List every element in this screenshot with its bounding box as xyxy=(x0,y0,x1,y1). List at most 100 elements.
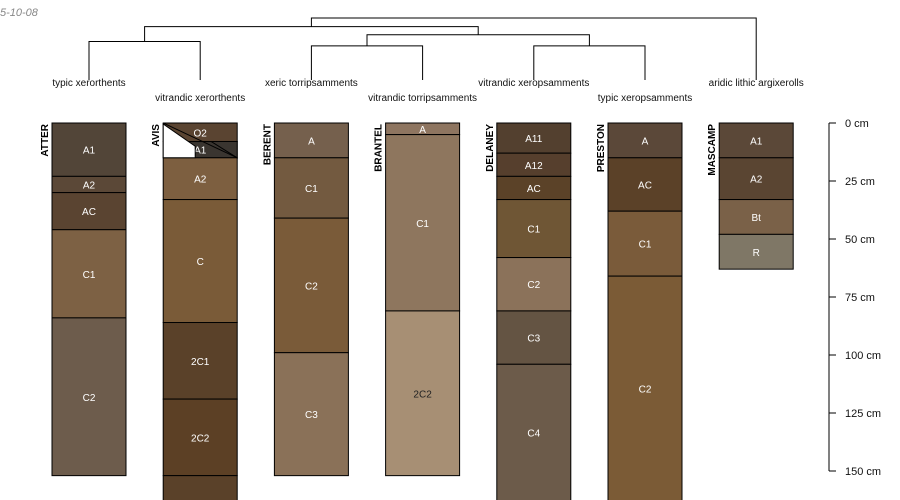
horizon-label: AC xyxy=(638,180,652,191)
horizon-preston-ac xyxy=(607,157,683,212)
horizon-label: A1 xyxy=(194,146,207,157)
depth-tick-label: 50 cm xyxy=(845,234,875,246)
horizon-brantel-c1 xyxy=(385,134,461,312)
horizon-label: AC xyxy=(527,184,541,195)
merge-delaney-preston xyxy=(533,45,646,80)
dendrogram-branch xyxy=(88,41,201,80)
horizon-atter-c1 xyxy=(51,229,127,319)
horizon-berent-c2 xyxy=(273,217,349,354)
horizon-avis-unlabeled-6 xyxy=(162,475,238,500)
depth-tick-label: 25 cm xyxy=(845,176,875,188)
profile-mascamp: A1 A2 Bt R MASCAMP xyxy=(707,122,794,270)
horizon-label: C1 xyxy=(83,270,96,281)
horizon-label: A xyxy=(419,125,426,136)
horizon-boundary xyxy=(162,122,238,159)
horizon-delaney-c2 xyxy=(496,257,572,312)
merge-berent-brantel-delaney-preston xyxy=(366,34,590,46)
merge-atter-avis-berent-brantel-delaney-preston-mascamp xyxy=(310,17,757,80)
horizon-delaney-c4 xyxy=(496,363,572,500)
horizon-delaney-c1 xyxy=(496,199,572,259)
depth-axis: 0 cm 25 cm 50 cm 75 cm 100 cm 125 cm 150 cm xyxy=(828,118,881,478)
horizon-label: AC xyxy=(82,207,96,218)
horizon-label: R xyxy=(753,248,760,259)
horizon-label: C2 xyxy=(639,385,652,396)
profile-name: BRANTEL xyxy=(374,124,385,172)
horizon-label: 2C2 xyxy=(191,433,210,444)
profile-preston: A AC C1 C2 PRESTON xyxy=(596,122,683,500)
horizon-label: C3 xyxy=(527,334,540,345)
horizon-mascamp-r xyxy=(718,233,794,270)
horizon-label: C3 xyxy=(305,410,318,421)
merge-atter-avis xyxy=(88,41,201,80)
depth-tick-label: 100 cm xyxy=(845,350,881,362)
horizon-berent-c1 xyxy=(273,157,349,219)
profile-name: PRESTON xyxy=(596,124,607,172)
horizon-mascamp-a2 xyxy=(718,157,794,201)
dendrogram-branch xyxy=(310,45,424,80)
horizon-delaney-c3 xyxy=(496,310,572,365)
horizon-label: A xyxy=(308,136,315,147)
taxon-label-atter: typic xerorthents xyxy=(52,78,125,89)
dendrogram-branch xyxy=(533,45,646,80)
dendrogram-branch xyxy=(144,26,479,42)
profile-name: BERENT xyxy=(262,124,273,165)
horizon-berent-c3 xyxy=(273,352,349,477)
depth-tick-label: 150 cm xyxy=(845,466,881,478)
horizon-label: A2 xyxy=(750,175,763,186)
profile-name: MASCAMP xyxy=(707,124,718,176)
horizon-delaney-a11 xyxy=(496,122,572,154)
profile-name: DELANEY xyxy=(485,124,496,172)
horizon-label: A xyxy=(642,136,649,147)
horizon-mascamp-a1 xyxy=(718,122,794,159)
horizon-avis-2c1 xyxy=(162,322,238,400)
dark-horizon-wedge xyxy=(209,141,238,159)
taxon-label-avis: vitrandic xerorthents xyxy=(155,93,245,104)
horizon-label: A1 xyxy=(83,146,96,157)
horizon-label: C1 xyxy=(305,184,318,195)
horizon-atter-c2 xyxy=(51,317,127,477)
taxon-label-delaney: vitrandic xeropsamments xyxy=(478,78,589,89)
horizon-label: C1 xyxy=(416,219,429,230)
horizon-preston-c1 xyxy=(607,210,683,277)
taxon-label-berent: xeric torripsamments xyxy=(265,78,358,89)
horizon-label: A11 xyxy=(525,134,542,145)
horizon-label: C xyxy=(197,257,204,268)
taxon-label-brantel: vitrandic torripsamments xyxy=(368,93,477,104)
profile-atter: A1 A2 AC C1 C2 ATTER xyxy=(40,122,127,477)
profile-name: ATTER xyxy=(40,123,51,156)
profile-berent: A C1 C2 C3 BERENT xyxy=(262,122,349,477)
profile-delaney: A11 A12 AC C1 C2 C3 C4 DELANEY xyxy=(485,122,572,500)
depth-tick-label: 75 cm xyxy=(845,292,875,304)
depth-tick-label: 125 cm xyxy=(845,408,881,420)
horizon-label: 2C2 xyxy=(413,389,432,400)
horizon-label: C4 xyxy=(527,429,540,440)
horizon-brantel-2c2 xyxy=(385,310,461,477)
dendrogram-branch xyxy=(310,17,757,80)
horizon-label: A2 xyxy=(194,175,207,186)
profile-brantel: A C1 2C2 BRANTEL xyxy=(374,122,461,477)
taxon-label-mascamp: aridic lithic argixerolls xyxy=(709,78,804,89)
merge-berent-brantel xyxy=(310,45,424,80)
horizon-label: C2 xyxy=(83,393,96,404)
horizon-label: O2 xyxy=(194,128,208,139)
horizon-label: 2C1 xyxy=(191,357,210,368)
bare-surface-wedge xyxy=(162,123,196,159)
horizon-avis-2c2 xyxy=(162,398,238,477)
horizon-label: C2 xyxy=(305,281,318,292)
dendrogram: typic xerorthents vitrandic xerorthents xe… xyxy=(52,17,804,104)
date-stamp: 5-10-08 xyxy=(0,7,38,19)
horizon-label: C2 xyxy=(527,280,540,291)
horizon-avis-a2 xyxy=(162,157,238,201)
horizon-label: A2 xyxy=(83,180,96,191)
depth-tick-label: 0 cm xyxy=(845,118,869,130)
horizon-avis-c xyxy=(162,199,238,324)
horizon-label: C1 xyxy=(639,240,652,251)
horizon-label: A1 xyxy=(750,136,763,147)
dendrogram-branch xyxy=(366,34,590,46)
horizon-label: C1 xyxy=(527,225,540,236)
horizon-preston-c2 xyxy=(607,275,683,500)
merge-atter-avis-berent-brantel-delaney-preston xyxy=(144,26,479,42)
horizon-label: A12 xyxy=(525,161,543,172)
